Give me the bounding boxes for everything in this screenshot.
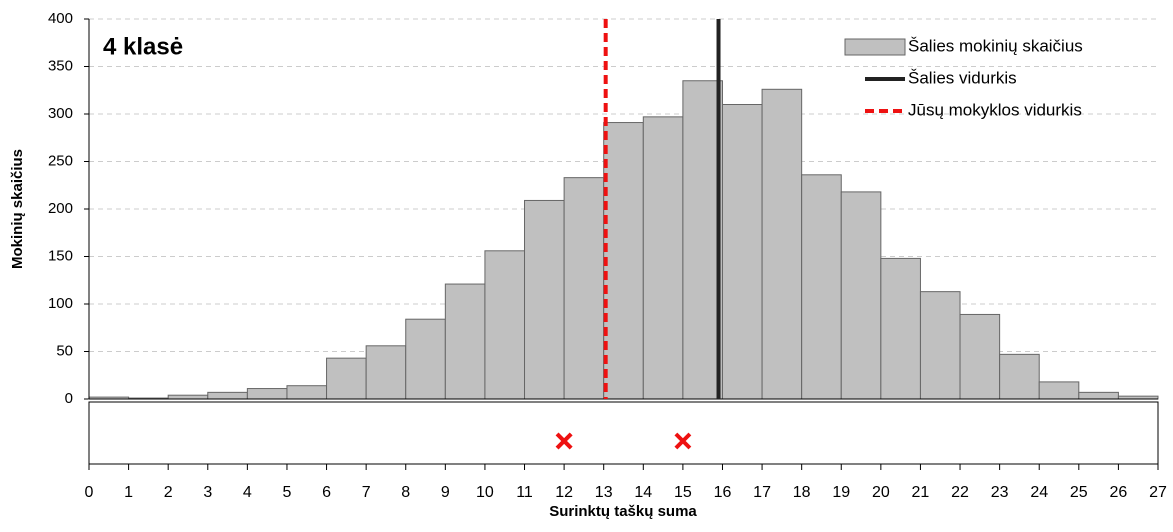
x-tick-label: 12 <box>555 484 573 501</box>
y-tick-label: 300 <box>48 105 73 122</box>
x-tick-label: 5 <box>283 484 292 501</box>
bar <box>484 250 526 400</box>
x-tick-label: 2 <box>164 484 173 501</box>
x-tick-label: 17 <box>753 484 771 501</box>
bar <box>444 283 486 400</box>
bar <box>1038 381 1080 400</box>
bar <box>919 291 961 400</box>
bar <box>642 116 684 400</box>
y-axis-label: Mokinių skaičius <box>9 149 26 269</box>
x-tick-label: 1 <box>124 484 133 501</box>
bar <box>405 318 446 400</box>
bar <box>563 177 605 400</box>
x-tick-label: 3 <box>203 484 212 501</box>
x-tick-label: 16 <box>714 484 732 501</box>
y-tick-label: 100 <box>48 295 73 312</box>
bar <box>801 174 842 400</box>
marker-strip <box>88 401 1159 465</box>
y-tick-label: 0 <box>65 390 73 407</box>
bar <box>167 394 209 400</box>
y-tick-label: 350 <box>48 57 73 74</box>
x-tick-label: 20 <box>872 484 890 501</box>
x-tick-label: 7 <box>362 484 371 501</box>
bar <box>246 388 288 400</box>
x-tick-label: 23 <box>991 484 1009 501</box>
x-tick-label: 9 <box>441 484 450 501</box>
marker <box>555 432 573 450</box>
bar <box>721 104 763 400</box>
x-tick-label: 4 <box>243 484 252 501</box>
bar <box>880 257 921 400</box>
x-tick-label: 26 <box>1110 484 1128 501</box>
bar <box>999 353 1040 400</box>
y-tick-label: 50 <box>56 342 73 359</box>
x-tick-label: 18 <box>793 484 811 501</box>
x-tick-label: 25 <box>1070 484 1088 501</box>
bar <box>682 80 723 400</box>
x-tick-label: 0 <box>85 484 94 501</box>
y-tick-label: 150 <box>48 247 73 264</box>
bar <box>959 313 1001 400</box>
chart-title: 4 klasė <box>103 33 183 60</box>
legend-swatch <box>844 38 906 56</box>
bar <box>761 88 803 400</box>
bar <box>840 191 882 400</box>
bar <box>365 345 407 400</box>
x-tick-label: 27 <box>1149 484 1167 501</box>
x-tick-label: 6 <box>322 484 331 501</box>
x-tick-label: 24 <box>1030 484 1048 501</box>
marker <box>674 432 692 450</box>
x-tick-label: 10 <box>476 484 494 501</box>
bar <box>207 391 248 400</box>
y-tick-label: 400 <box>48 10 73 27</box>
x-tick-label: 14 <box>634 484 652 501</box>
bar <box>326 357 367 400</box>
bar <box>524 199 565 400</box>
bar <box>603 122 644 400</box>
y-tick-label: 250 <box>48 152 73 169</box>
x-tick-label: 11 <box>516 484 533 501</box>
legend-label: Šalies vidurkis <box>908 68 1017 87</box>
x-tick-label: 21 <box>912 484 930 501</box>
x-tick-label: 15 <box>674 484 692 501</box>
y-tick-label: 200 <box>48 200 73 217</box>
legend-label: Jūsų mokyklos vidurkis <box>908 100 1082 119</box>
legend-label: Šalies mokinių skaičius <box>908 36 1083 55</box>
bar <box>286 385 328 400</box>
x-tick-label: 22 <box>951 484 969 501</box>
x-tick-label: 8 <box>401 484 410 501</box>
x-tick-label: 13 <box>595 484 613 501</box>
bar <box>1078 391 1119 400</box>
x-tick-label: 19 <box>832 484 850 501</box>
x-axis-label: Surinktų taškų suma <box>549 503 697 520</box>
